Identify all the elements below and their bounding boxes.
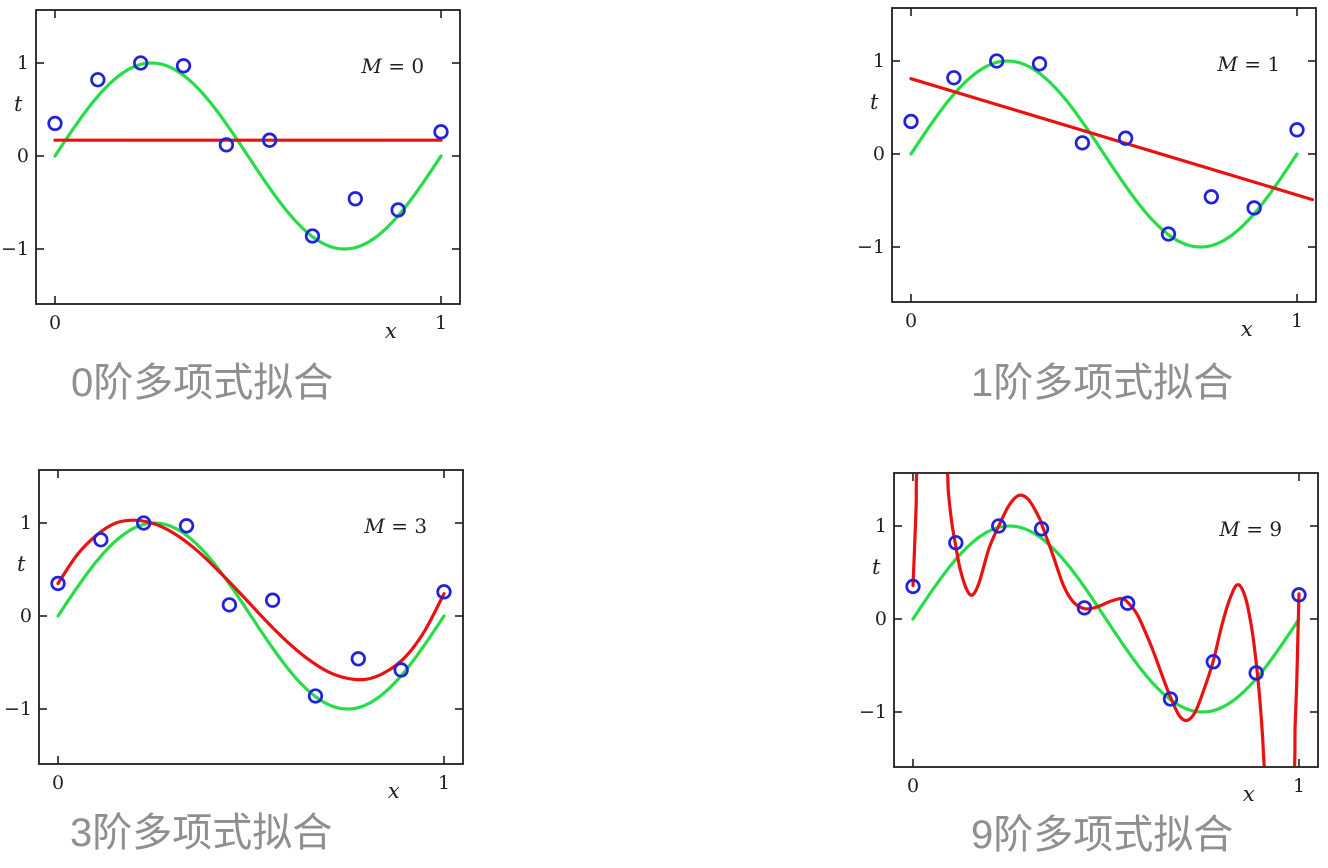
data-point [1203, 189, 1219, 205]
data-point [1119, 595, 1136, 611]
data-point [1246, 200, 1262, 216]
x-tick-label: 1 [435, 312, 447, 334]
data-point [261, 132, 278, 148]
order-label: M = 9 [1218, 517, 1282, 541]
y-tick-label: 1 [873, 50, 885, 72]
y-tick-label: −1 [857, 236, 885, 258]
y-axis-label: t [870, 90, 879, 114]
curves-layer [56, 518, 446, 711]
y-tick-label: 0 [20, 605, 32, 627]
data-point [133, 55, 149, 71]
order-label: M = 3 [363, 514, 427, 538]
data-point [905, 578, 921, 595]
data-point [136, 515, 152, 531]
data-point [433, 124, 449, 140]
y-tick-label: 0 [875, 608, 887, 630]
sine-curve [53, 61, 443, 251]
data-point [1076, 600, 1093, 616]
caption-m1: 1阶多项式拟合 [971, 361, 1234, 405]
x-tick-label: 0 [49, 312, 61, 334]
data-point [1033, 521, 1050, 537]
y-tick-label: 0 [873, 143, 885, 165]
chart-m0: 1 0 −1 0 1 t x M = 0 [1, 9, 461, 343]
order-label: M = 1 [1216, 52, 1280, 76]
data-point [347, 191, 363, 207]
data-point [350, 651, 366, 667]
data-point [903, 113, 919, 130]
y-axis-label: t [872, 555, 881, 579]
plot-frame [893, 472, 1319, 768]
data-point [1289, 122, 1305, 138]
data-point [1031, 56, 1048, 72]
data-point [1205, 654, 1221, 670]
data-point [93, 532, 109, 548]
fit-curve [56, 518, 446, 682]
data-point [175, 58, 192, 74]
plot-frame [35, 9, 461, 305]
data-point [390, 202, 406, 218]
data-point [50, 575, 66, 592]
data-point [218, 137, 235, 153]
x-tick-label: 0 [905, 310, 917, 332]
x-axis-label: x [1241, 317, 1253, 341]
y-tick-label: 1 [875, 515, 887, 537]
sine-curve [56, 521, 446, 711]
data-point [307, 688, 324, 704]
data-point [178, 518, 195, 534]
data-point [221, 597, 238, 613]
sine-curve [911, 524, 1301, 714]
x-axis-label: x [385, 319, 397, 343]
order-label: M = 0 [360, 54, 424, 78]
fit-curve [911, 474, 1301, 766]
x-tick-label: 1 [438, 772, 450, 794]
data-point [991, 518, 1007, 534]
x-tick-label: 0 [907, 775, 919, 797]
y-tick-label: 1 [20, 512, 32, 534]
y-axis-label: t [17, 552, 26, 576]
data-point [1291, 587, 1307, 603]
y-tick-label: −1 [859, 701, 887, 723]
curves-layer [53, 61, 443, 251]
y-axis-label: t [14, 92, 23, 116]
y-tick-label: 0 [17, 145, 29, 167]
caption-m9: 9阶多项式拟合 [971, 813, 1234, 857]
x-tick-label: 0 [52, 772, 64, 794]
data-point [264, 592, 281, 608]
data-point [1117, 130, 1134, 146]
caption-m3: 3阶多项式拟合 [70, 811, 333, 855]
data-point [90, 72, 106, 88]
data-point [948, 535, 964, 551]
curves-layer [909, 59, 1314, 249]
x-tick-label: 1 [1293, 775, 1305, 797]
plot-frame [38, 469, 464, 765]
fit-curve [909, 77, 1314, 202]
data-point [1160, 226, 1177, 242]
chart-m1: 1 0 −1 0 1 t x M = 1 [857, 7, 1317, 341]
data-point [946, 70, 962, 86]
chart-m3: 1 0 −1 0 1 t x M = 3 [4, 469, 464, 803]
data-point [436, 584, 452, 600]
x-tick-label: 1 [1291, 310, 1303, 332]
curves-layer [911, 474, 1301, 766]
sine-curve [909, 59, 1299, 249]
data-point [1162, 691, 1179, 707]
data-point [393, 662, 409, 678]
y-tick-label: −1 [4, 698, 32, 720]
x-axis-label: x [1243, 782, 1255, 806]
data-point [304, 228, 321, 244]
data-point [47, 115, 63, 132]
y-tick-label: 1 [17, 52, 29, 74]
caption-m0: 0阶多项式拟合 [71, 361, 334, 405]
x-axis-label: x [388, 779, 400, 803]
data-point [1248, 665, 1264, 681]
chart-m9: 1 0 −1 0 1 t x M = 9 [859, 472, 1319, 806]
y-tick-label: −1 [1, 238, 29, 260]
plot-frame [891, 7, 1317, 303]
data-point [1074, 135, 1091, 151]
data-point [989, 53, 1005, 69]
